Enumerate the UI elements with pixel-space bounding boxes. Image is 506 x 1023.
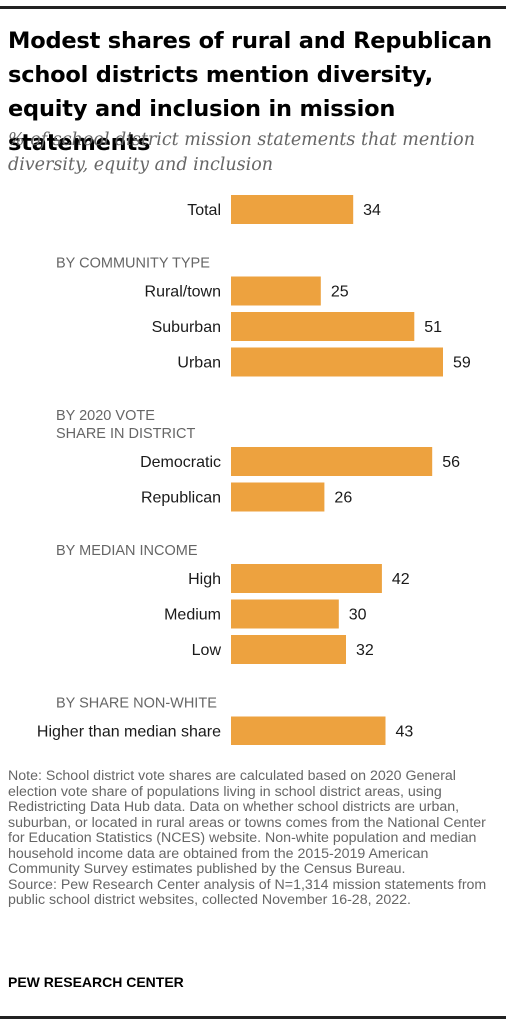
category-label: Rural/town	[145, 284, 221, 301]
category-label: Suburban	[152, 319, 221, 336]
group-label: BY 2020 VOTE	[56, 408, 155, 424]
bar	[231, 635, 346, 664]
pew-logo-text: PEW RESEARCH CENTER	[8, 974, 184, 990]
bar	[231, 195, 354, 224]
group-label: SHARE IN DISTRICT	[56, 426, 196, 442]
data-label: 56	[442, 454, 460, 471]
group-label: BY COMMUNITY TYPE	[56, 256, 210, 272]
chart-subtitle: % of school district mission statements …	[8, 130, 475, 175]
bar	[231, 447, 433, 476]
data-label: 25	[331, 284, 349, 301]
note-text: Note: School district vote shares are ca…	[8, 768, 486, 877]
bar	[231, 276, 321, 306]
data-label: 34	[363, 202, 381, 219]
category-label: Medium	[164, 607, 221, 624]
bar	[231, 716, 386, 745]
group-label: BY SHARE NON-WHITE	[56, 696, 217, 712]
bar-chart: Total 34 BY COMMUNITY TYPE Rural/town 25 Subu…	[37, 195, 471, 745]
chart-title: Modest shares of rural and Republican sc…	[8, 28, 492, 156]
data-label: 26	[334, 490, 352, 507]
category-label: Low	[192, 642, 222, 659]
group-label: BY MEDIAN INCOME	[56, 543, 198, 559]
source-text: Source: Pew Research Center analysis of …	[8, 876, 487, 908]
category-label: Republican	[141, 490, 221, 507]
data-label: 59	[453, 355, 471, 372]
category-label: Urban	[177, 355, 221, 372]
category-label: Higher than median share	[37, 724, 221, 741]
data-label: 51	[424, 319, 442, 336]
bar	[231, 564, 382, 593]
data-label: 43	[396, 724, 414, 741]
category-label: Total	[187, 202, 221, 219]
bar	[231, 312, 415, 341]
bar	[231, 347, 443, 377]
data-label: 32	[356, 642, 374, 659]
bottom-rule	[0, 1016, 506, 1019]
bar	[231, 482, 325, 512]
category-label: Democratic	[140, 454, 221, 471]
category-label: High	[188, 571, 221, 588]
bar	[231, 599, 339, 629]
chart-note: Note: School district vote shares are ca…	[8, 768, 504, 909]
data-label: 30	[349, 607, 367, 624]
data-label: 42	[392, 571, 410, 588]
top-rule	[0, 6, 506, 9]
